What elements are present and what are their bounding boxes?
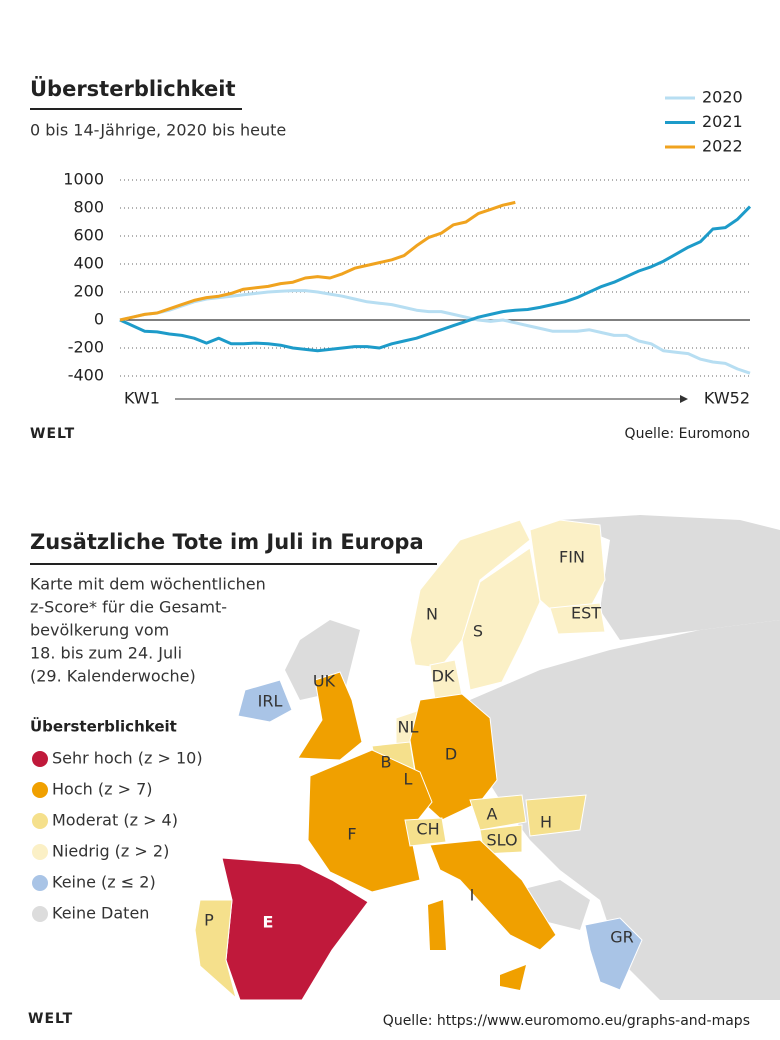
legend-title: Übersterblichkeit <box>30 717 177 736</box>
legend-label: Keine Daten <box>52 904 149 923</box>
legend-swatch <box>32 751 48 767</box>
x-tick-label: KW52 <box>704 389 750 408</box>
country-label: L <box>404 770 413 789</box>
country <box>584 917 643 991</box>
legend-label: 2021 <box>702 112 743 131</box>
source: Quelle: https://www.euromomo.eu/graphs-a… <box>383 1013 750 1029</box>
logo: WELT <box>30 426 75 442</box>
legend-label: Sehr hoch (z > 10) <box>52 749 203 768</box>
y-tick-label: 0 <box>94 310 104 329</box>
island <box>428 900 446 950</box>
legend-label: Hoch (z > 7) <box>52 780 152 799</box>
series-line <box>119 289 751 375</box>
map-title: Zusätzliche Tote im Juli in Europa <box>30 530 424 554</box>
country <box>404 817 447 847</box>
country <box>461 547 541 691</box>
y-tick-label: 600 <box>73 226 104 245</box>
land-no-data <box>520 880 590 930</box>
country-label: EST <box>571 604 601 623</box>
series-line <box>119 205 752 353</box>
legend-swatch <box>32 906 48 922</box>
country <box>529 519 606 619</box>
country-label: CH <box>416 820 439 839</box>
land-no-data <box>470 620 780 1000</box>
country-label: SLO <box>486 831 517 850</box>
map-description: z-Score* für die Gesamt- <box>30 598 227 617</box>
country-label: UK <box>313 672 336 691</box>
chart-title: Übersterblichkeit <box>30 76 236 101</box>
country-label: GR <box>610 928 634 947</box>
country-label: NL <box>398 718 419 737</box>
country <box>469 794 527 831</box>
country <box>429 839 557 951</box>
y-tick-label: 200 <box>73 282 104 301</box>
country-label: F <box>347 825 356 844</box>
source: Quelle: Euromono <box>625 426 750 442</box>
country-label: I <box>470 886 475 905</box>
country <box>297 671 363 761</box>
legend-swatch <box>32 813 48 829</box>
map-description: bevölkerung vom <box>30 621 169 640</box>
country <box>237 679 293 723</box>
legend-label: 2020 <box>702 88 743 107</box>
country-label: H <box>540 813 552 832</box>
map <box>194 515 780 1001</box>
country-label: IRL <box>258 692 283 711</box>
country-label: N <box>426 605 438 624</box>
legend-label: Moderat (z > 4) <box>52 811 178 830</box>
country <box>549 602 606 635</box>
legend-swatch <box>32 844 48 860</box>
country <box>409 519 531 669</box>
map-description: (29. Kalenderwoche) <box>30 667 196 686</box>
x-arrow-head <box>680 395 688 403</box>
y-tick-label: -200 <box>68 338 104 357</box>
y-tick-label: 400 <box>73 254 104 273</box>
country-label: A <box>487 805 498 824</box>
country-label: B <box>381 753 392 772</box>
country-label: D <box>445 745 457 764</box>
country-label: E <box>263 913 274 932</box>
logo: WELT <box>28 1011 73 1027</box>
country <box>194 899 237 1000</box>
country-label: S <box>473 622 483 641</box>
land-no-data <box>560 515 780 640</box>
y-tick-label: -400 <box>68 366 104 385</box>
country-label: P <box>204 911 214 930</box>
country-label: DK <box>432 667 455 686</box>
chart-subtitle: 0 bis 14-Jährige, 2020 bis heute <box>30 121 286 140</box>
series-line <box>119 200 516 322</box>
y-tick-label: 1000 <box>63 170 104 189</box>
x-tick-label: KW1 <box>124 389 160 408</box>
map-description: 18. bis zum 24. Juli <box>30 644 182 663</box>
map-description: Karte mit dem wöchentlichen <box>30 575 266 594</box>
legend-swatch <box>32 875 48 891</box>
country-label: FIN <box>559 548 585 567</box>
legend-label: Niedrig (z > 2) <box>52 842 169 861</box>
legend-label: Keine (z ≤ 2) <box>52 873 156 892</box>
island <box>500 965 526 990</box>
legend-swatch <box>32 782 48 798</box>
country <box>307 749 433 893</box>
country <box>525 794 587 837</box>
y-tick-label: 800 <box>73 198 104 217</box>
legend-label: 2022 <box>702 137 743 156</box>
